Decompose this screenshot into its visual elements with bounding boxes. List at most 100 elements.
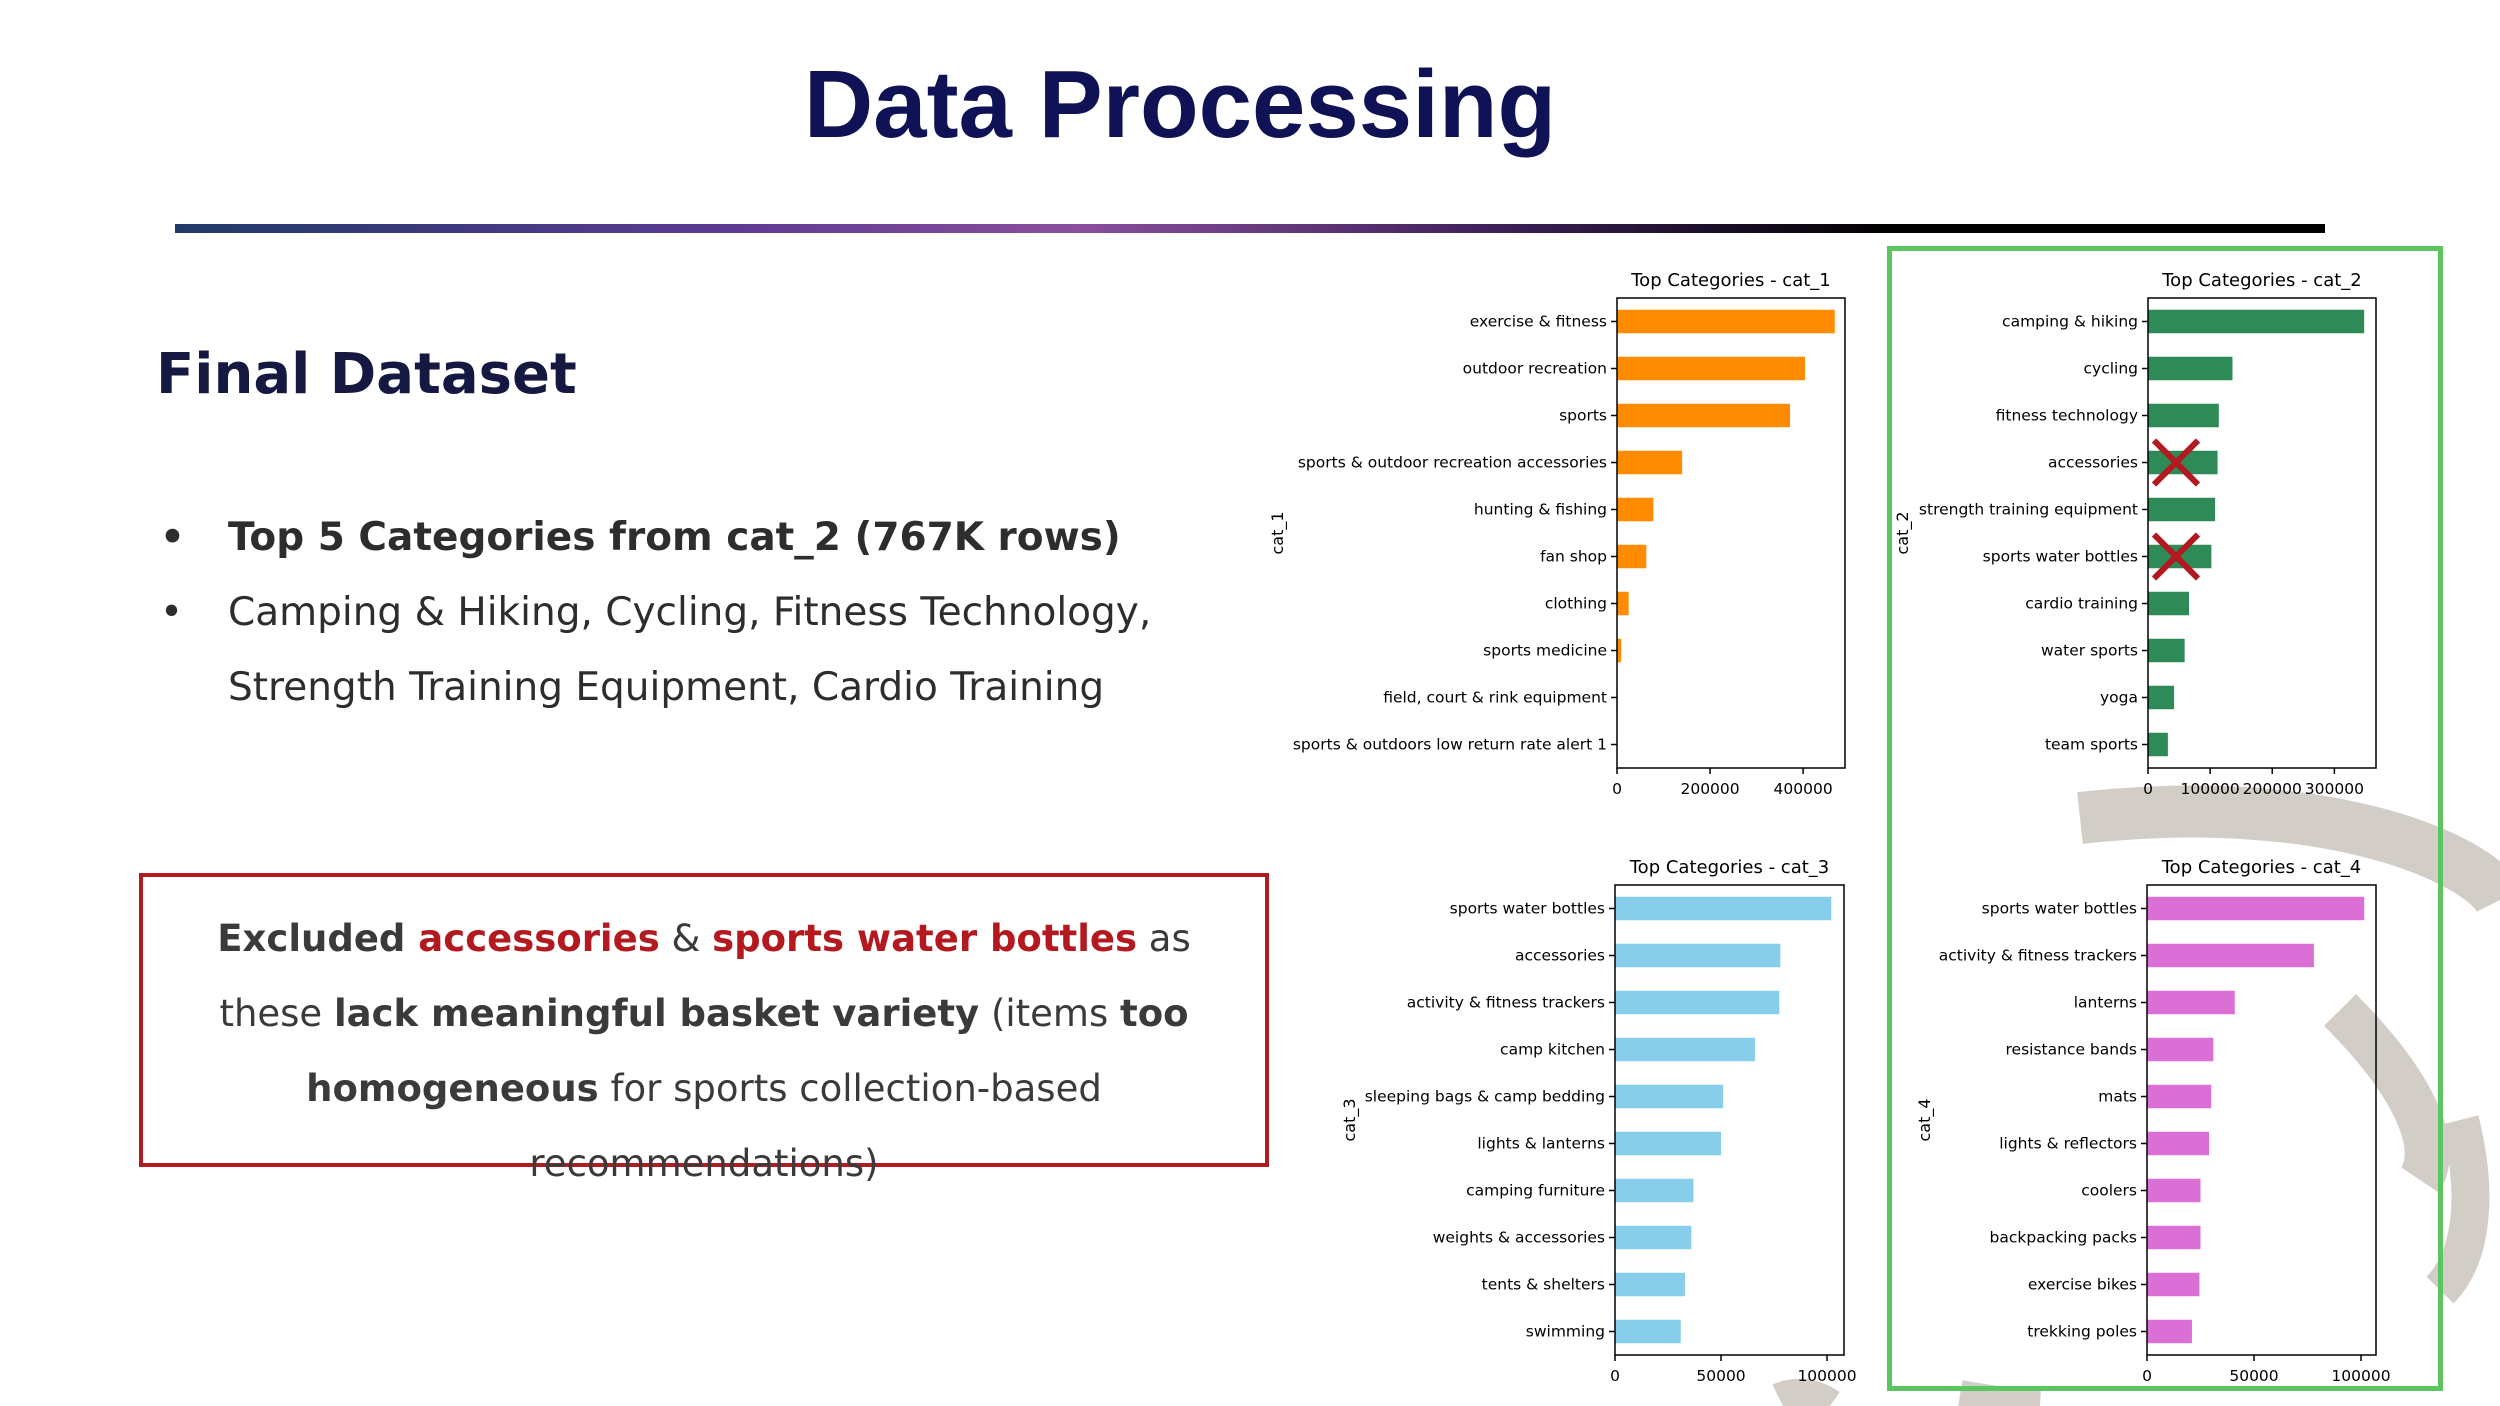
y-tick-label: activity & fitness trackers [1407,994,1605,1012]
bar [1615,943,1781,968]
y-tick-label: backpacking packs [1990,1229,2137,1247]
y-tick-label: resistance bands [2006,1041,2138,1059]
y-tick-label: lights & lanterns [1477,1135,1605,1153]
bar [2148,685,2175,710]
y-tick-label: lanterns [2074,994,2137,1012]
bar [2148,638,2185,663]
bullet-dot-icon: • [160,590,184,635]
y-tick-label: tents & shelters [1482,1276,1605,1294]
chart-title: Top Categories - cat_1 [1630,270,1831,291]
note-part: lack meaningful basket variety [333,992,980,1035]
note-part: (items [979,992,1121,1035]
plot-frame [2147,297,2377,769]
x-tick-label: 200000 [1680,780,1739,798]
bullet-text: Top 5 Categories from cat_2 (767K rows) [228,515,1121,560]
slide-title: Data Processing [803,51,1557,158]
y-tick-label: exercise bikes [2028,1276,2137,1294]
x-tick-label: 0 [1612,780,1622,798]
bar [1617,544,1647,569]
note-part: for sports collection-based recommendati… [529,1067,1102,1185]
bar [2147,896,2365,921]
x-tick-label: 200000 [2243,780,2302,798]
note-part: too homogeneous [306,992,1189,1110]
bar [2147,990,2235,1015]
y-tick-label: sports water bottles [1450,900,1605,918]
bar [1617,309,1835,334]
bullet-dot-icon: • [160,515,185,560]
x-tick-label: 0 [2142,1367,2152,1385]
y-tick-label: water sports [2041,642,2138,660]
y-tick-label: accessories [2048,454,2138,472]
y-tick-label: trekking poles [2027,1323,2137,1341]
y-tick-label: strength training equipment [1919,501,2138,519]
y-axis-label: cat_2 [1893,511,1913,554]
x-tick-label: 100000 [1797,1367,1856,1385]
x-tick-label: 100000 [2331,1367,2390,1385]
bar [1617,450,1683,475]
cat2-cat4-highlight-box [1887,246,2443,1391]
y-tick-label: sports [1559,407,1607,425]
y-tick-label: sports & outdoors low return rate alert … [1293,736,1607,754]
bar [1615,896,1832,921]
y-tick-label: camp kitchen [1500,1041,1605,1059]
y-tick-label: fan shop [1540,548,1607,566]
bar [1615,990,1780,1015]
bar [1617,638,1622,663]
y-tick-label: mats [2098,1088,2137,1106]
y-tick-label: camping & hiking [2002,313,2138,331]
exclusion-note-box: Excluded accessories & sports water bott… [139,873,1269,1185]
bar [2148,309,2365,334]
excluded-x-mark-icon [2151,532,2201,581]
bar [2148,403,2219,428]
note-part: as these [219,917,1191,1035]
bar [2147,1037,2214,1062]
y-tick-label: cardio training [2025,595,2138,613]
bar [2148,450,2218,475]
y-tick-label: lights & reflectors [1999,1135,2137,1153]
y-tick-label: cycling [2084,360,2139,378]
y-tick-label: coolers [2081,1182,2137,1200]
bar [2147,1225,2201,1250]
x-tick-label: 100000 [2181,780,2240,798]
x-tick-label: 0 [2143,780,2153,798]
bar [2147,1084,2212,1109]
bar [2148,356,2233,381]
bar [2148,591,2190,616]
plot-frame [1616,297,1846,769]
note-part: Excluded [217,917,419,960]
x-tick-label: 400000 [1774,780,1833,798]
bullet-text: Camping & Hiking, Cycling, Fitness Techn… [228,590,1152,710]
bar [1615,1037,1755,1062]
bar [1617,591,1629,616]
y-tick-label: field, court & rink equipment [1383,689,1607,707]
note-part: accessories [418,917,660,960]
x-tick-label: 50000 [1696,1367,1745,1385]
bar [2147,1319,2192,1344]
bar [1617,497,1654,522]
y-tick-label: accessories [1515,947,1605,965]
y-axis-label: cat_4 [1915,1098,1935,1141]
y-axis-label: cat_1 [1268,511,1288,554]
y-tick-label: clothing [1545,595,1607,613]
y-tick-label: outdoor recreation [1463,360,1607,378]
bar [1615,1272,1685,1297]
plot-frame [2146,884,2377,1356]
bar [1617,356,1805,381]
y-tick-label: sports water bottles [1983,548,2138,566]
y-tick-label: team sports [2045,736,2138,754]
bar [2148,732,2168,757]
bar [2148,497,2216,522]
bar [2147,1131,2210,1156]
title-divider [175,224,2325,233]
y-tick-label: activity & fitness trackers [1939,947,2137,965]
bullet-list: • Top 5 Categories from cat_2 (767K rows… [160,500,1210,725]
bar [1615,1319,1681,1344]
y-tick-label: camping furniture [1466,1182,1605,1200]
bar [2147,1272,2200,1297]
bar [2147,943,2314,968]
y-tick-label: weights & accessories [1433,1229,1605,1247]
y-tick-label: sports medicine [1483,642,1607,660]
y-tick-label: hunting & fishing [1474,501,1607,519]
